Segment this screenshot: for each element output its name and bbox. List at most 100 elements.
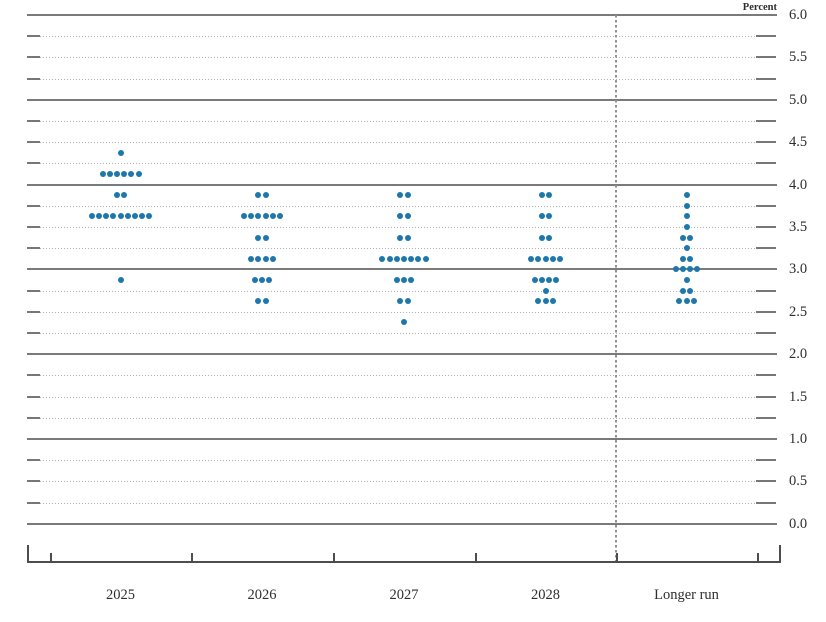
y-tick-label: 3.5 — [789, 219, 808, 235]
projection-dot — [549, 255, 556, 262]
x-axis-minor-tick — [191, 553, 193, 563]
x-axis-minor-tick — [757, 553, 759, 563]
projection-dot — [546, 213, 553, 220]
projection-dot — [113, 171, 120, 177]
projection-dot — [106, 171, 113, 177]
y-tick-label: 2.0 — [789, 346, 808, 363]
gridline-dotted — [40, 290, 756, 292]
projection-dot — [255, 255, 262, 262]
projection-dot — [393, 277, 400, 283]
gridline-left-tick — [27, 332, 40, 334]
projection-dot — [546, 277, 553, 283]
y-tick-label: 4.0 — [789, 176, 808, 193]
gridline-dotted — [40, 227, 756, 228]
y-tick-label: 1.0 — [789, 431, 808, 447]
y-tick-label: 0.0 — [789, 515, 808, 532]
projection-dot — [538, 192, 545, 199]
x-tick-label: 2026 — [247, 587, 277, 603]
gridline-left-tick — [27, 289, 40, 292]
projection-dot — [277, 213, 283, 220]
y-tick-label: 0.5 — [789, 473, 808, 490]
gridline-right-tick — [756, 289, 776, 292]
projection-dot — [404, 192, 411, 199]
gridline-dotted — [40, 460, 756, 462]
gridline-solid — [27, 183, 777, 186]
gridline-dotted — [40, 57, 756, 59]
projection-dot — [248, 255, 255, 262]
projection-dot — [401, 255, 407, 262]
projection-dot — [379, 255, 386, 262]
gridline-dotted — [40, 481, 756, 483]
gridline-left-tick — [27, 416, 40, 419]
projection-dot — [542, 287, 549, 294]
projection-dot — [397, 298, 404, 305]
projection-dot — [538, 213, 545, 220]
projection-dot — [117, 213, 124, 220]
gridline-left-tick — [27, 141, 40, 144]
gridline-dotted — [40, 396, 756, 398]
projection-dot — [401, 319, 407, 326]
projection-dot — [88, 213, 95, 220]
x-tick-label: Longer run — [654, 587, 719, 603]
projection-dot — [241, 213, 247, 220]
projection-dot — [690, 298, 697, 305]
projection-dot — [683, 224, 690, 230]
projection-dot — [386, 255, 393, 262]
projection-dot — [549, 298, 556, 305]
projection-dot — [131, 213, 138, 220]
gridline-dotted — [40, 417, 756, 419]
gridline-right-tick — [756, 204, 776, 207]
x-tick-label: 2027 — [389, 587, 419, 603]
projection-dot — [542, 298, 549, 305]
projection-dot — [556, 255, 563, 262]
projection-dot — [128, 171, 135, 177]
projection-dot — [393, 255, 400, 262]
gridline-left-tick — [27, 395, 40, 398]
gridline-right-tick — [756, 247, 776, 250]
gridline-right-tick — [756, 459, 776, 462]
gridline-right-tick — [756, 480, 776, 483]
projection-dot — [262, 255, 269, 262]
gridline-dotted — [40, 163, 756, 165]
gridline-solid — [27, 14, 777, 16]
projection-dot — [397, 192, 404, 199]
projection-dot — [528, 255, 535, 262]
gridline-left-tick — [27, 374, 40, 377]
projection-dot — [255, 234, 262, 241]
projection-dot — [679, 255, 686, 262]
projection-dot — [538, 234, 545, 241]
y-axis-unit-label: Percent — [742, 2, 777, 13]
gridline-left-tick — [27, 459, 40, 462]
projection-dot — [404, 213, 411, 220]
gridline-dotted — [40, 205, 756, 207]
longer-run-divider-line — [615, 15, 617, 562]
projection-dot — [542, 255, 549, 262]
gridline-right-tick — [756, 416, 776, 419]
gridline-solid — [27, 98, 777, 101]
y-tick-label: 2.5 — [789, 303, 808, 320]
projection-dot — [139, 213, 146, 220]
projection-dot — [99, 171, 106, 177]
gridline-right-tick — [756, 395, 776, 398]
projection-dot — [694, 266, 701, 273]
gridline-left-tick — [27, 35, 40, 38]
gridline-left-tick — [27, 247, 40, 250]
projection-dot — [124, 213, 131, 220]
projection-dot — [121, 192, 128, 199]
projection-dot — [535, 298, 542, 305]
y-tick-label: 5.5 — [789, 49, 808, 66]
gridline-dotted — [40, 78, 756, 80]
projection-dot — [546, 234, 553, 241]
gridline-left-tick — [27, 480, 40, 483]
projection-dot — [408, 255, 415, 262]
projection-dot — [251, 277, 258, 283]
projection-dot — [146, 213, 153, 220]
gridline-dotted — [40, 311, 756, 313]
projection-dot — [404, 298, 411, 305]
projection-dot — [262, 298, 269, 305]
projection-dot — [255, 298, 262, 305]
gridline-left-tick — [27, 56, 40, 59]
gridline-dotted — [40, 248, 756, 250]
gridline-dotted — [40, 375, 756, 377]
projection-dot — [683, 245, 690, 252]
